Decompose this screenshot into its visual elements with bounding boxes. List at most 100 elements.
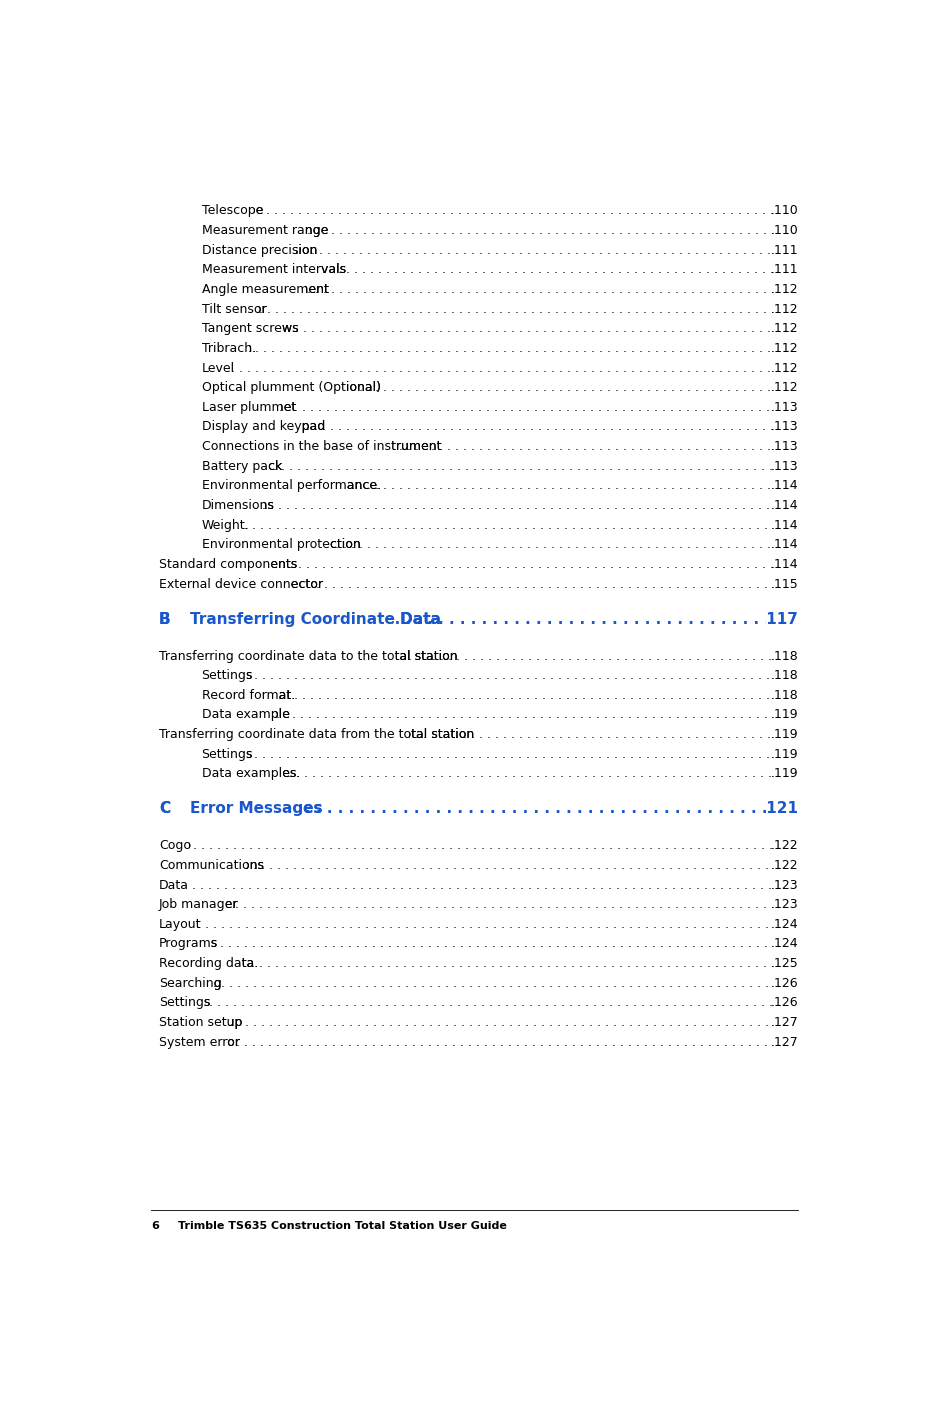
- Text: Transferring coordinate data from the total station: Transferring coordinate data from the to…: [159, 728, 474, 740]
- Text: External device connector: External device connector: [159, 577, 323, 590]
- Bar: [116, 475, 346, 497]
- Bar: [773, 835, 930, 857]
- Text: Job manager: Job manager: [159, 898, 238, 912]
- Text: Battery pack: Battery pack: [202, 459, 282, 472]
- Text: .119: .119: [771, 708, 798, 721]
- Text: Measurement intervals: Measurement intervals: [202, 263, 346, 277]
- Bar: [773, 278, 930, 301]
- Text: Measurement range: Measurement range: [202, 223, 328, 237]
- Text: Trimble TS635 Construction Total Station User Guide: Trimble TS635 Construction Total Station…: [179, 1221, 507, 1231]
- Text: Dimensions: Dimensions: [202, 499, 274, 511]
- Bar: [116, 763, 283, 785]
- Text: Tilt sensor: Tilt sensor: [202, 302, 266, 316]
- Text: . . . . . . . . . . . . . . . . . . . . . . . . . . . . . . . . . . . . . . . . : . . . . . . . . . . . . . . . . . . . . …: [0, 767, 930, 780]
- Bar: [773, 495, 930, 517]
- Text: .112: .112: [771, 381, 798, 395]
- Text: .114: .114: [771, 499, 798, 511]
- Bar: [116, 436, 392, 458]
- Text: Distance precision: Distance precision: [202, 243, 317, 257]
- Text: Weight.: Weight.: [202, 518, 249, 531]
- Text: Settings: Settings: [202, 669, 253, 683]
- Text: Environmental protection: Environmental protection: [202, 538, 360, 551]
- Bar: [116, 259, 319, 281]
- Text: .127: .127: [770, 1016, 798, 1028]
- Text: .114: .114: [771, 538, 798, 551]
- Bar: [116, 200, 255, 222]
- Text: .123: .123: [771, 898, 798, 912]
- Text: Laser plummet: Laser plummet: [202, 400, 296, 414]
- Text: .123: .123: [771, 878, 798, 892]
- Text: . . . . . . . . . . . . . . . . . . . . . . . . . . . . . . . . . . . . . . . . : . . . . . . . . . . . . . . . . . . . . …: [0, 341, 930, 355]
- Bar: [773, 684, 930, 707]
- Text: .127: .127: [770, 1035, 798, 1048]
- Text: Record format.: Record format.: [202, 688, 295, 701]
- Text: Dimensions: Dimensions: [202, 499, 274, 511]
- Bar: [773, 894, 930, 916]
- Text: Optical plumment (Optional): Optical plumment (Optional): [202, 381, 380, 395]
- Bar: [773, 219, 930, 242]
- Text: Tribrach.: Tribrach.: [202, 341, 256, 355]
- Text: . . . . . . . . . . . . . . . . . . . . . . . . . . . . . . . . . . . . . . . . : . . . . . . . . . . . . . . . . . . . . …: [0, 577, 930, 590]
- Text: Transferring Coordinate Data: Transferring Coordinate Data: [190, 611, 441, 627]
- Text: Weight.: Weight.: [202, 518, 249, 531]
- Bar: [116, 455, 269, 478]
- Bar: [773, 396, 930, 419]
- Text: . . . . . . . . . . . . . . . . . . . . . . . . . . . . . . . . . . . . . . . . : . . . . . . . . . . . . . . . . . . . . …: [0, 322, 930, 336]
- Text: Laser plummet: Laser plummet: [202, 400, 296, 414]
- Text: . . . . . . . . . . . . . . . . . . . . . . . . . . . . . . . . . . . . . . . . : . . . . . . . . . . . . . . . . . . . . …: [0, 558, 930, 570]
- Text: .113: .113: [771, 400, 798, 414]
- Text: Battery pack: Battery pack: [202, 459, 282, 472]
- Text: .126: .126: [771, 976, 798, 989]
- Text: .112: .112: [771, 381, 798, 395]
- Bar: [773, 532, 930, 556]
- Text: .119: .119: [771, 728, 798, 740]
- Text: .118: .118: [770, 649, 798, 663]
- Text: .124: .124: [771, 937, 798, 951]
- Text: System error: System error: [159, 1035, 240, 1048]
- Bar: [773, 763, 930, 785]
- Bar: [116, 357, 232, 379]
- Bar: [773, 645, 930, 667]
- Text: Data: Data: [159, 878, 189, 892]
- Bar: [116, 278, 305, 301]
- Text: . . . . . . . . . . . . . . . . . . . . . . . . . . . . . . . . . . . . . . . . : . . . . . . . . . . . . . . . . . . . . …: [0, 728, 930, 740]
- Text: .110: .110: [770, 205, 798, 218]
- Text: .113: .113: [771, 459, 798, 472]
- Bar: [773, 455, 930, 478]
- Text: Connections in the base of instrument: Connections in the base of instrument: [202, 440, 441, 452]
- Text: Cogo: Cogo: [159, 839, 191, 853]
- Bar: [773, 357, 930, 379]
- Text: Distance precision: Distance precision: [202, 243, 317, 257]
- Text: . . . . . . . . . . . . . . . . . . . . . . . . . . . . . . . . . . . . . . . . : . . . . . . . . . . . . . . . . . . . . …: [0, 957, 930, 969]
- Text: .122: .122: [771, 858, 798, 873]
- Text: .111: .111: [771, 263, 798, 277]
- Text: .112: .112: [771, 341, 798, 355]
- Text: .122: .122: [771, 839, 798, 853]
- Bar: [773, 259, 930, 281]
- Bar: [773, 416, 930, 438]
- Bar: [116, 743, 246, 766]
- Text: . . . . . . . . . . . . . . . . . . . . . . . . . . . . . . . . . . . . . . . . : . . . . . . . . . . . . . . . . . . . . …: [0, 400, 930, 414]
- Text: .110: .110: [770, 223, 798, 237]
- Bar: [116, 933, 210, 955]
- Bar: [116, 298, 257, 320]
- Text: .112: .112: [771, 361, 798, 375]
- Text: .112: .112: [771, 322, 798, 336]
- Text: .112: .112: [771, 282, 798, 296]
- Bar: [116, 835, 189, 857]
- Text: . . . . . . . . . . . . . . . . . . . . . . . . . . . . . . . . . . . . . . . . : . . . . . . . . . . . . . . . . . . . . …: [0, 839, 930, 853]
- Text: .127: .127: [770, 1035, 798, 1048]
- Text: .118: .118: [770, 669, 798, 683]
- Text: Settings: Settings: [159, 996, 210, 1009]
- Text: C: C: [159, 801, 170, 816]
- Bar: [116, 416, 302, 438]
- Bar: [765, 792, 930, 826]
- Bar: [773, 992, 930, 1014]
- Text: Settings: Settings: [202, 747, 253, 760]
- Text: .123: .123: [771, 878, 798, 892]
- Text: .124: .124: [771, 937, 798, 951]
- Bar: [116, 532, 330, 556]
- Text: . . . . . . . . . . . . . . . . . . . . . . . . . . . . . . . . . . . . . . . . : . . . . . . . . . . . . . . . . . . . . …: [0, 499, 930, 511]
- Bar: [116, 1012, 229, 1034]
- Text: Error Messages: Error Messages: [190, 801, 323, 816]
